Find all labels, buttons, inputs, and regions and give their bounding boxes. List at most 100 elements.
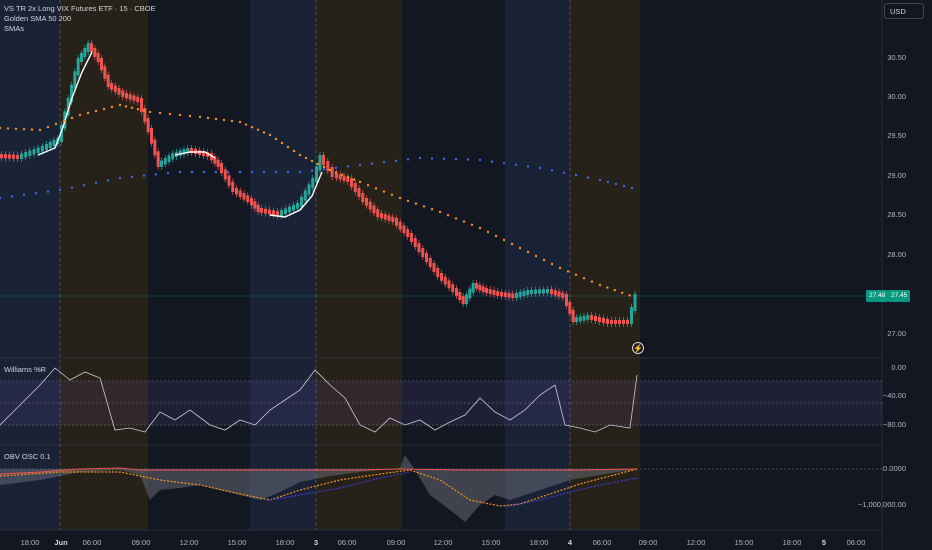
candle-body bbox=[223, 169, 227, 180]
candle-body bbox=[322, 155, 325, 165]
candle-body bbox=[163, 158, 167, 165]
sma50-dot bbox=[486, 230, 490, 234]
sma50-dot bbox=[613, 289, 616, 292]
sma50-dot bbox=[136, 108, 140, 111]
candle-body bbox=[186, 148, 190, 154]
sma50-dot bbox=[222, 118, 226, 122]
candle-body bbox=[178, 150, 182, 156]
indicator-golden-sma[interactable]: Golden SMA 50 200 bbox=[4, 14, 72, 23]
sma50-dot bbox=[550, 262, 554, 266]
candle-body bbox=[410, 233, 413, 242]
candle-body bbox=[235, 188, 238, 195]
candle-body bbox=[160, 160, 163, 167]
sma200-dot bbox=[286, 170, 290, 174]
indicator-smas[interactable]: SMAs bbox=[4, 24, 25, 33]
candle-body bbox=[458, 292, 462, 300]
sma50-dot bbox=[54, 122, 58, 126]
candle-body bbox=[70, 84, 73, 102]
sma200-dot bbox=[70, 186, 74, 189]
candle-body bbox=[80, 53, 83, 62]
sma50-dot bbox=[250, 126, 254, 129]
sma200-dot bbox=[298, 170, 302, 174]
sma50-dot bbox=[430, 208, 434, 211]
candle-body bbox=[557, 291, 561, 297]
candle-body bbox=[96, 53, 100, 62]
obv-axis-label: 0.0000 bbox=[883, 464, 906, 473]
candle-body bbox=[76, 58, 80, 76]
candle-body bbox=[602, 318, 605, 323]
candle-body bbox=[83, 48, 87, 57]
session-band bbox=[570, 0, 640, 530]
candle-body bbox=[395, 218, 398, 226]
sma50-dot bbox=[110, 105, 114, 109]
time-axis-label: 15:00 bbox=[227, 538, 247, 547]
candle-body bbox=[227, 175, 231, 186]
candle-body bbox=[546, 289, 549, 294]
sma200-dot bbox=[586, 176, 590, 179]
candle-body bbox=[342, 175, 346, 181]
sma50-dot bbox=[280, 141, 284, 145]
sma50-dot bbox=[70, 116, 74, 120]
time-axis-label: 12:00 bbox=[686, 538, 706, 547]
sma200-dot bbox=[202, 170, 206, 174]
candle-body bbox=[402, 225, 406, 234]
sma50-dot bbox=[0, 126, 2, 130]
sma200-dot bbox=[478, 158, 482, 162]
sma200-dot bbox=[346, 165, 350, 168]
obv-axis-label: −1,000,000.00 bbox=[857, 500, 906, 509]
candle-body bbox=[346, 176, 350, 182]
candle-body bbox=[488, 289, 492, 294]
fast-sma-line bbox=[174, 151, 216, 159]
candle-body bbox=[376, 209, 380, 217]
candle-body bbox=[90, 43, 93, 52]
lightning-icon[interactable]: ⚡ bbox=[632, 342, 644, 354]
sma50-dot bbox=[628, 294, 631, 297]
candle-body bbox=[292, 204, 295, 211]
symbol-title[interactable]: VS TR 2x Long VIX Futures ETF · 15 · CBO… bbox=[4, 4, 156, 13]
sma50-dot bbox=[534, 254, 538, 258]
price-axis-label: 29.00 bbox=[887, 171, 906, 180]
sma50-dot bbox=[322, 165, 326, 169]
candle-body bbox=[630, 307, 633, 324]
candle-body bbox=[578, 316, 582, 322]
candle-body bbox=[307, 184, 311, 195]
currency-button[interactable]: USD bbox=[884, 3, 924, 19]
sma200-dot bbox=[10, 195, 14, 198]
obv-pane-label[interactable]: OBV OSC 0.1 bbox=[4, 452, 51, 461]
sma50-dot bbox=[22, 128, 26, 131]
sma200-dot bbox=[550, 169, 554, 172]
sma200-dot bbox=[310, 169, 314, 172]
candle-body bbox=[465, 294, 468, 304]
candle-body bbox=[481, 286, 485, 292]
sma200-dot bbox=[250, 170, 254, 174]
candle-body bbox=[86, 43, 90, 52]
price-axis-label: 28.50 bbox=[887, 210, 906, 219]
candle-body bbox=[534, 289, 537, 294]
sma50-dot bbox=[340, 173, 344, 176]
candle-body bbox=[361, 193, 365, 202]
candle-body bbox=[500, 292, 503, 297]
candle-body bbox=[73, 71, 77, 89]
sma200-dot bbox=[22, 193, 26, 196]
candle-body bbox=[417, 243, 421, 252]
candle-body bbox=[231, 181, 235, 192]
williams-pane-label[interactable]: Williams %R bbox=[4, 365, 47, 374]
candle-body bbox=[253, 201, 257, 209]
time-axis-label: 18:00 bbox=[275, 538, 295, 547]
sma50-dot bbox=[148, 110, 152, 114]
time-axis-label: 5 bbox=[821, 538, 827, 547]
sma50-dot bbox=[406, 199, 410, 202]
candle-body bbox=[16, 154, 19, 159]
candle-body bbox=[368, 201, 372, 210]
candle-body bbox=[36, 147, 40, 153]
candle-body bbox=[571, 310, 575, 322]
candle-body bbox=[357, 188, 361, 197]
sma50-dot bbox=[590, 280, 594, 283]
sma200-dot bbox=[614, 182, 618, 186]
candle-body bbox=[565, 294, 568, 306]
session-band bbox=[250, 0, 316, 530]
chart-legend[interactable]: VS TR 2x Long VIX Futures ETF · 15 · CBO… bbox=[4, 4, 156, 34]
sma50-dot bbox=[390, 193, 394, 196]
